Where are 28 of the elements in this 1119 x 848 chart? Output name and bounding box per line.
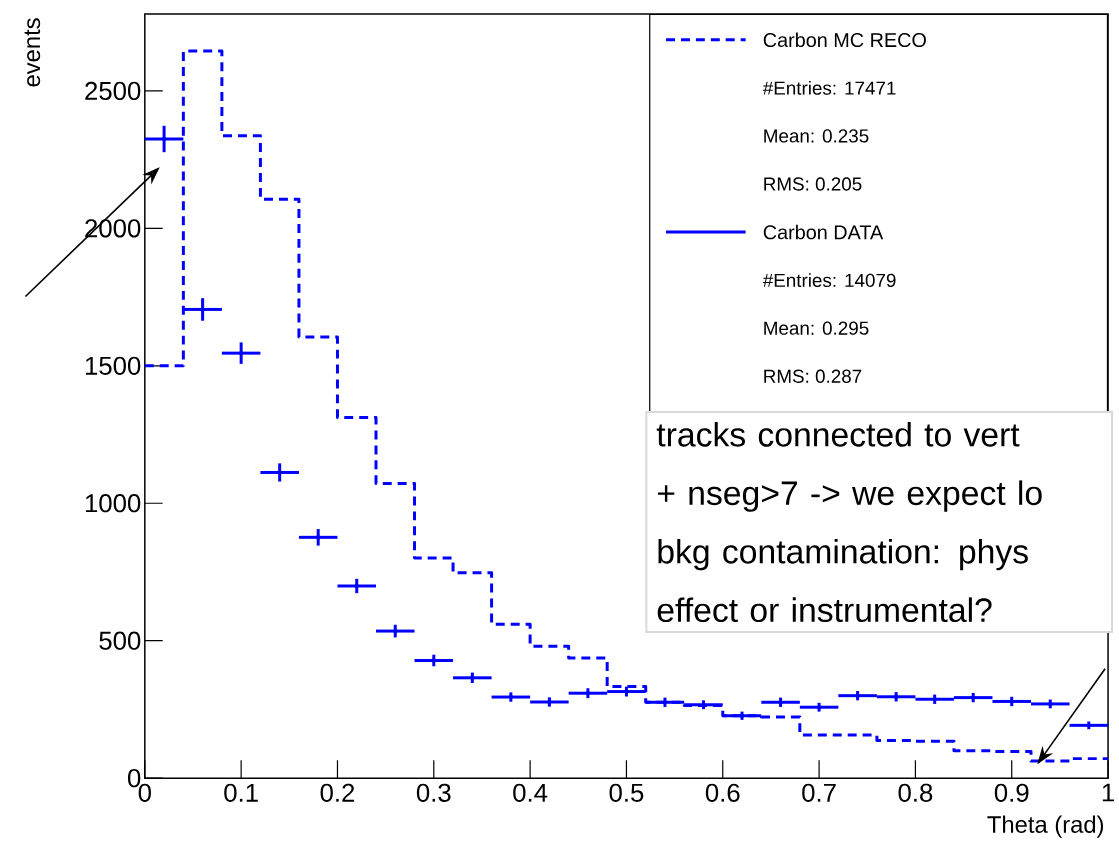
x-tick-label: 0.5 — [609, 783, 644, 802]
annotation: + nseg>7 -> we expect lo — [657, 480, 1042, 512]
x-axis-title: Theta (rad) — [987, 815, 1104, 838]
y-tick-label: 500 — [99, 631, 141, 650]
annotation: #Entries: 14079 — [762, 273, 896, 288]
annotation: RMS: 0.205 — [764, 177, 862, 191]
x-tick-label: 0.1 — [224, 783, 258, 802]
annotation: Mean: 0.235 — [764, 129, 869, 143]
y-axis-title: events — [24, 18, 41, 87]
legend-label: Carbon DATA — [763, 224, 884, 240]
x-tick-label: 0.4 — [513, 783, 548, 802]
annotation: bkg contamination: phys — [658, 538, 1028, 571]
x-tick-label: 0.6 — [705, 783, 740, 802]
annotation: effect or instrumental? — [657, 597, 992, 623]
annotation: Mean: 0.295 — [764, 321, 869, 335]
y-tick-label: 2500 — [85, 81, 141, 101]
y-tick-label: 1000 — [85, 494, 141, 513]
legend-label: Carbon MC RECO — [763, 32, 926, 48]
x-tick-label: 0.2 — [320, 783, 355, 802]
y-tick-label: 1500 — [85, 356, 141, 376]
annotation: tracks connected to vert — [656, 421, 1020, 447]
x-tick-label: 0.8 — [898, 783, 933, 802]
x-tick-label: 0.7 — [802, 783, 836, 802]
annotation: RMS: 0.287 — [764, 369, 862, 383]
x-tick-label: 1 — [1102, 783, 1114, 802]
annotation: #Entries: 17471 — [762, 81, 896, 95]
x-tick-label: 0.9 — [994, 783, 1029, 802]
x-tick-label: 0.3 — [416, 783, 451, 802]
